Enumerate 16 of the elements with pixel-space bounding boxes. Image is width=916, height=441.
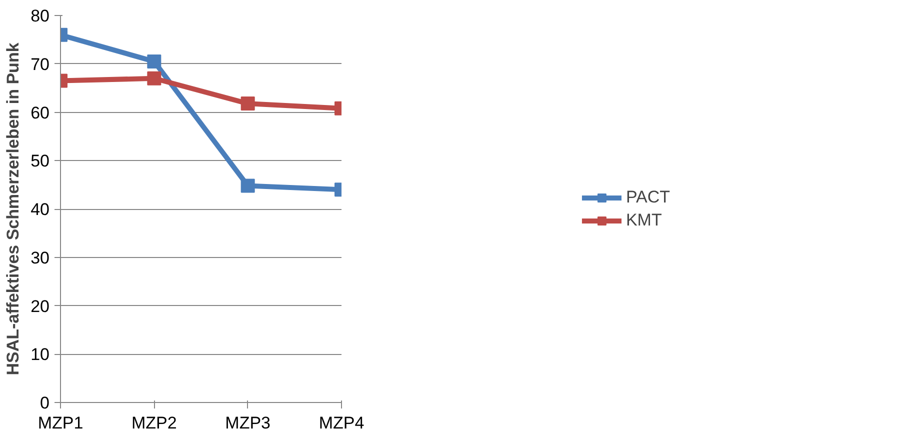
x-tick-label: MZP3 [225, 414, 271, 432]
legend-label: KMT [626, 210, 662, 230]
y-tick-label: 70 [30, 54, 50, 74]
x-tick-label: MZP2 [131, 414, 177, 432]
y-tick-label: 40 [30, 200, 50, 219]
y-tick-label: 20 [30, 296, 50, 316]
x-tick-label: MZP4 [318, 414, 364, 432]
y-tick-label: 80 [30, 6, 50, 26]
legend-label: PACT [626, 187, 670, 207]
y-tick-label: 30 [30, 248, 50, 268]
x-tick-label: MZP1 [38, 414, 84, 432]
y-tick-label: 50 [30, 152, 50, 171]
y-tick-label: 0 [40, 394, 50, 412]
y-tick-label: 60 [30, 103, 50, 122]
y-axis-title: HSAL-affektives Schmerzerleben in Punk [4, 42, 23, 376]
y-tick-label: 10 [30, 345, 50, 364]
